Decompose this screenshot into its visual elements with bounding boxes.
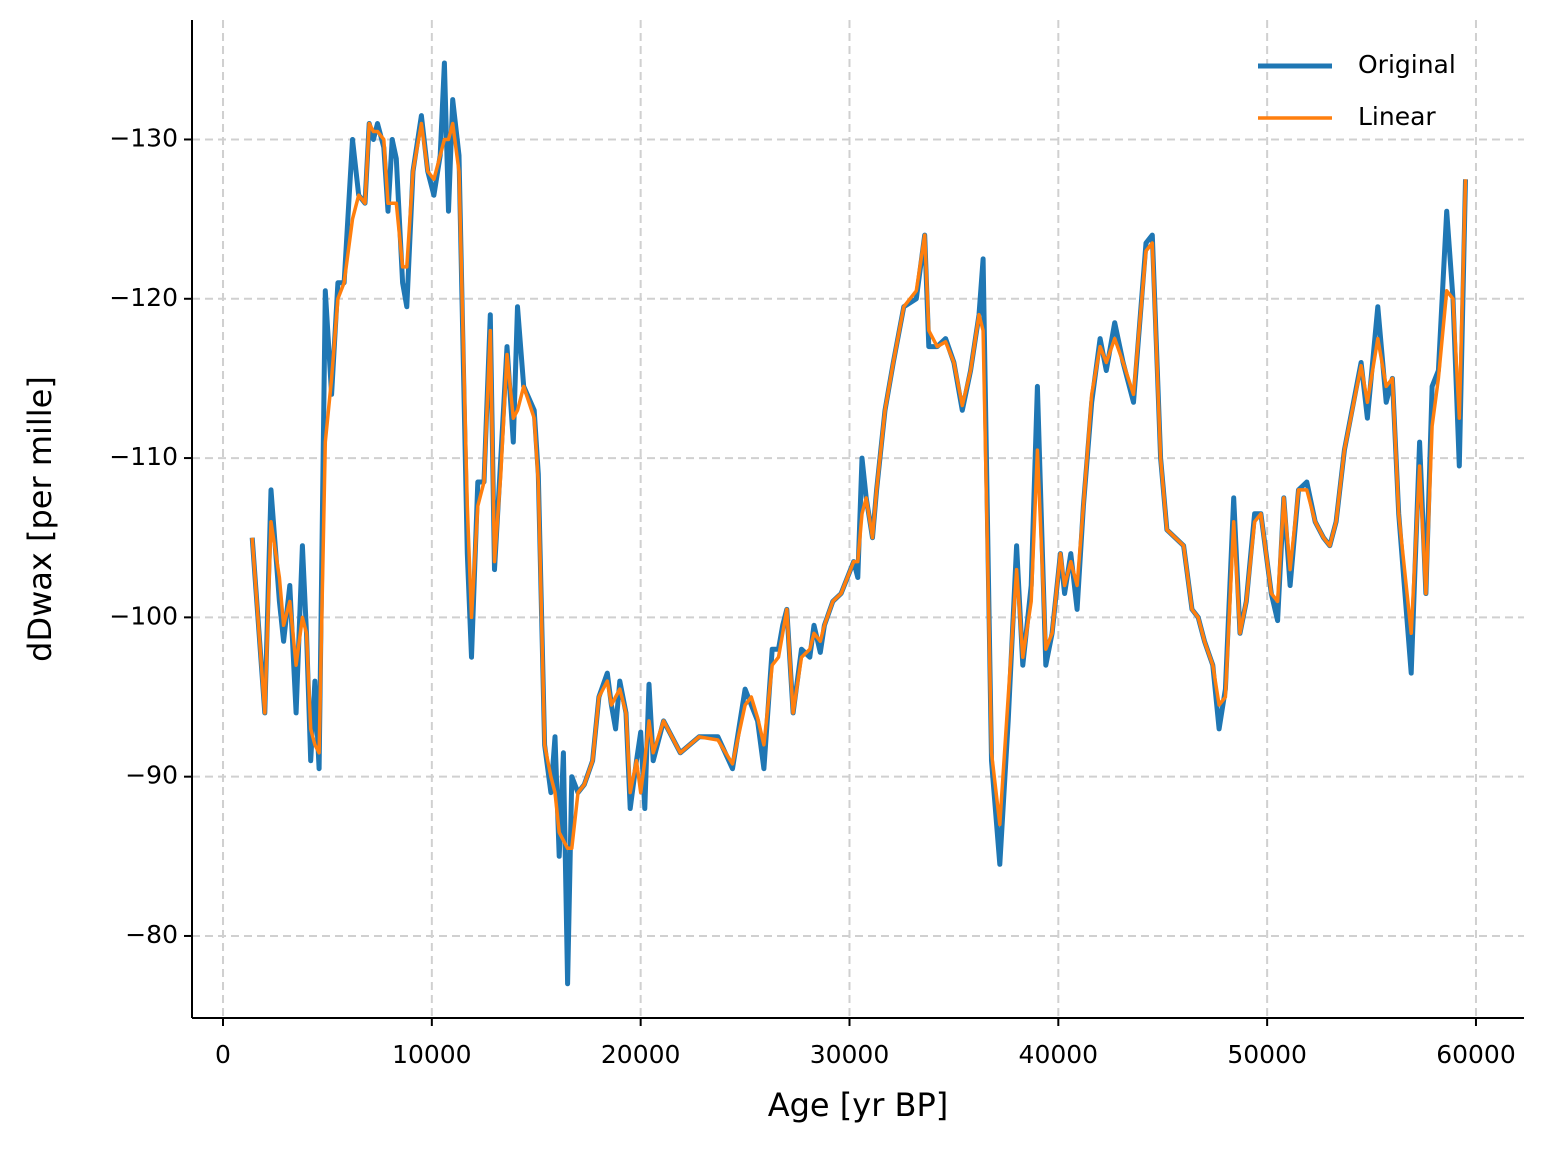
y-tick-label: −120 bbox=[109, 283, 178, 312]
y-tick-label: −100 bbox=[109, 601, 178, 630]
x-tick-label: 40000 bbox=[1019, 1040, 1099, 1069]
y-tick-label: −110 bbox=[109, 442, 178, 471]
y-tick-label: −80 bbox=[125, 920, 178, 949]
data-line bbox=[250, 121, 1468, 851]
y-tick-label: −90 bbox=[125, 761, 178, 790]
x-axis-label: Age [yr BP] bbox=[768, 1086, 949, 1124]
x-tick-label: 30000 bbox=[810, 1040, 890, 1069]
y-axis-label: dDwax [per mille] bbox=[21, 376, 59, 662]
legend-label: Linear bbox=[1358, 102, 1436, 131]
x-tick-label: 20000 bbox=[601, 1040, 681, 1069]
x-tick-label: 60000 bbox=[1436, 1040, 1516, 1069]
x-tick-label: 0 bbox=[215, 1040, 231, 1069]
legend-label: Original bbox=[1358, 50, 1456, 79]
x-tick-label: 10000 bbox=[392, 1040, 472, 1069]
x-tick-label: 50000 bbox=[1227, 1040, 1307, 1069]
y-tick-label: −130 bbox=[109, 123, 178, 152]
